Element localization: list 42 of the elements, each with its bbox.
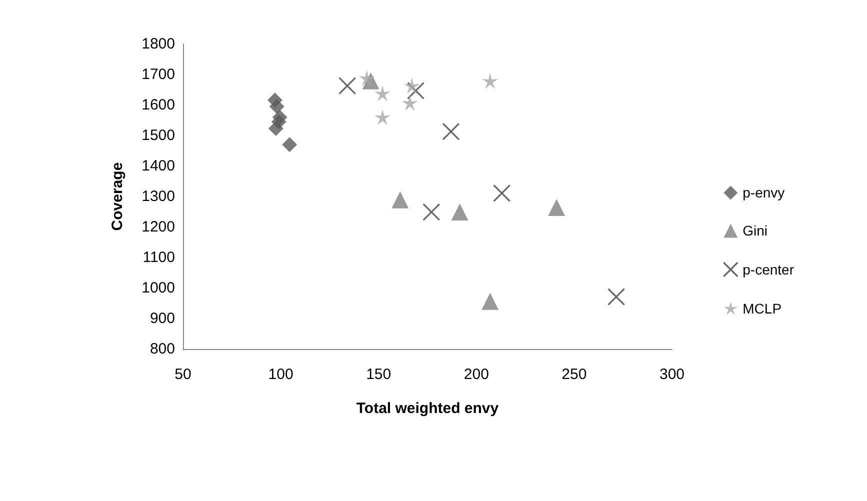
x-tick-label: 200 xyxy=(464,366,489,383)
y-axis-title: Coverage xyxy=(109,162,126,231)
point xyxy=(392,191,409,208)
point xyxy=(402,94,418,111)
y-tick-label: 1600 xyxy=(142,96,175,114)
point xyxy=(406,82,425,100)
x-tick-label: 50 xyxy=(174,366,192,383)
point xyxy=(422,203,440,221)
point xyxy=(269,99,284,114)
point xyxy=(482,292,499,310)
legend-label: p-center xyxy=(742,262,794,278)
x-tick-label: 150 xyxy=(366,366,392,383)
legend-label: Gini xyxy=(742,222,768,239)
x-tick-label: 300 xyxy=(659,366,685,383)
x-tick-label: 250 xyxy=(562,366,587,383)
y-tick-label: 1200 xyxy=(142,218,175,236)
x-tick-label: 100 xyxy=(268,366,294,383)
y-tick-label: 1300 xyxy=(142,188,175,205)
legend-label: MCLP xyxy=(742,300,782,316)
y-tick-label: 800 xyxy=(150,340,175,358)
point xyxy=(493,184,511,202)
legend-label: p-envy xyxy=(742,184,785,201)
point xyxy=(338,76,356,95)
x-axis-title: Total weighted envy xyxy=(356,400,500,417)
y-tick-label: 1000 xyxy=(142,280,175,296)
y-tick-label: 1500 xyxy=(142,127,175,144)
point xyxy=(548,198,566,216)
y-tick-label: 1700 xyxy=(142,66,175,83)
point xyxy=(282,137,298,152)
point xyxy=(442,122,460,140)
point xyxy=(404,78,420,94)
point xyxy=(374,85,391,102)
point xyxy=(268,120,284,136)
point xyxy=(482,72,498,89)
point xyxy=(374,109,391,126)
y-tick-label: 900 xyxy=(150,310,175,327)
y-tick-label: 1400 xyxy=(142,158,175,174)
point xyxy=(451,204,468,221)
y-tick-label: 1800 xyxy=(142,36,175,52)
y-tick-label: 1100 xyxy=(142,249,175,266)
point xyxy=(607,288,626,306)
point xyxy=(358,70,375,86)
